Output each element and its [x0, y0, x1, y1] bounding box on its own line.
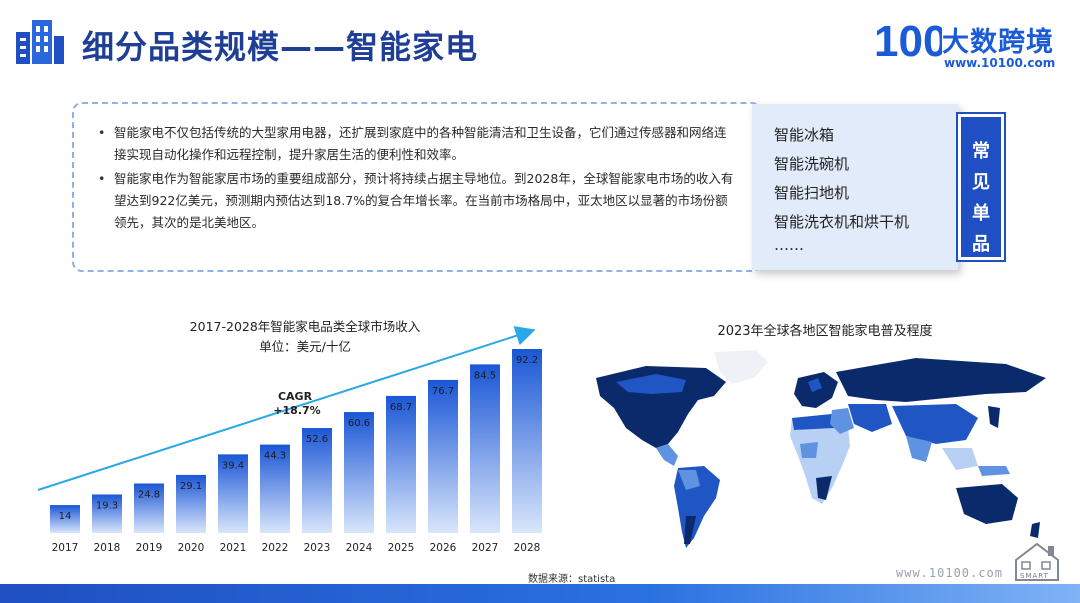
- bar-value-label: 24.8: [138, 490, 160, 501]
- chart-title: 2017-2028年智能家电品类全球市场收入: [189, 319, 421, 334]
- logo-mark-icon: 100: [874, 17, 942, 66]
- map-asia: [830, 358, 1046, 470]
- bar-2028: [512, 349, 542, 533]
- x-tick-label: 2018: [94, 542, 121, 554]
- bar-2018: [92, 494, 122, 533]
- bar-value-label: 68.7: [390, 402, 412, 413]
- tag-char: 见: [972, 172, 990, 193]
- cagr-label: CAGR: [278, 390, 313, 403]
- bar-2020: [176, 474, 206, 533]
- map-africa: [790, 414, 850, 504]
- product-item: 智能冰箱: [774, 126, 835, 144]
- page-title: 细分品类规模——智能家电: [82, 28, 479, 66]
- data-source: 数据来源：statista: [528, 574, 616, 585]
- description-list: 智能家电不仅包括传统的大型家用电器，还扩展到家庭中的各种智能清洁和卫生设备，它们…: [96, 122, 736, 236]
- bar-value-label: 29.1: [180, 481, 202, 492]
- chart-unit: 单位：美元/十亿: [259, 339, 351, 354]
- x-tick-label: 2028: [514, 542, 541, 554]
- bar-value-label: 14: [59, 511, 72, 522]
- tag-char: 常: [972, 141, 990, 162]
- common-products-panel: 智能冰箱 智能洗碗机 智能扫地机 智能洗衣机和烘干机 ……: [752, 104, 958, 270]
- bar-2024: [344, 412, 374, 533]
- bar-value-label: 92.2: [516, 355, 538, 366]
- tag-char: 品: [972, 234, 990, 255]
- bar-value-label: 19.3: [96, 500, 118, 511]
- x-tick-label: 2025: [388, 542, 415, 554]
- bar-value-label: 84.5: [474, 370, 496, 381]
- bar-chart: 14 2017 19.3 2018 24.8 2019 29.1 2020 39.4 2021 44…: [37, 326, 542, 554]
- world-map: [596, 350, 1046, 548]
- map-north-america: [596, 366, 726, 466]
- bar-value-label: 76.7: [432, 386, 454, 397]
- logo-name: 大数跨境: [942, 27, 1054, 58]
- bar-2023: [302, 428, 332, 533]
- logo-url: www.10100.com: [944, 56, 1056, 70]
- x-tick-label: 2020: [178, 542, 205, 554]
- x-tick-label: 2022: [262, 542, 289, 554]
- description-bullet: 智能家电作为智能家居市场的重要组成部分，预计将持续占据主导地位。到2028年，全…: [96, 168, 736, 234]
- map-europe: [794, 372, 838, 408]
- brand-logo[interactable]: 100 大数跨境 www.10100.com: [872, 12, 1062, 72]
- building-icon: [16, 20, 64, 64]
- bar-2021: [218, 454, 248, 533]
- description-box: 智能家电不仅包括传统的大型家用电器，还扩展到家庭中的各种智能清洁和卫生设备，它们…: [72, 102, 762, 272]
- product-item: 智能洗衣机和烘干机: [774, 213, 910, 231]
- map-title: 2023年全球各地区智能家电普及程度: [717, 324, 933, 339]
- bar-2027: [470, 364, 500, 533]
- footer-url: www.10100.com: [896, 566, 1003, 580]
- cagr-value: +18.7%: [273, 404, 320, 417]
- description-bullet: 智能家电不仅包括传统的大型家用电器，还扩展到家庭中的各种智能清洁和卫生设备，它们…: [96, 122, 736, 166]
- bar-value-label: 39.4: [222, 460, 244, 471]
- map-oceania: [956, 466, 1040, 538]
- product-item: 智能扫地机: [774, 184, 850, 202]
- smart-house-label: SMART: [1020, 572, 1049, 580]
- x-tick-label: 2027: [472, 542, 499, 554]
- bar-value-label: 44.3: [264, 451, 286, 462]
- bar-2019: [134, 483, 164, 533]
- bar-value-label: 52.6: [306, 434, 328, 445]
- smart-house-icon: [1015, 542, 1059, 581]
- product-item: ……: [774, 236, 804, 254]
- x-tick-label: 2019: [136, 542, 163, 554]
- bar-2022: [260, 444, 290, 533]
- x-tick-label: 2023: [304, 542, 331, 554]
- x-tick-label: 2024: [346, 542, 373, 554]
- bar-value-label: 60.6: [348, 418, 370, 429]
- x-tick-label: 2026: [430, 542, 457, 554]
- map-south-america: [674, 466, 720, 548]
- bar-2017: [50, 505, 80, 533]
- map-greenland: [714, 350, 768, 384]
- product-item: 智能洗碗机: [774, 155, 850, 173]
- tag-char: 单: [972, 203, 990, 224]
- svg-text:100: 100: [874, 17, 942, 66]
- bottom-bar: [0, 584, 1080, 603]
- bar-2025: [386, 395, 416, 533]
- x-tick-label: 2021: [220, 542, 247, 554]
- bar-2026: [428, 379, 458, 533]
- x-tick-label: 2017: [52, 542, 79, 554]
- cagr-trend-arrow: [37, 326, 536, 491]
- common-products-tag: 常 见 单 品: [958, 114, 1004, 260]
